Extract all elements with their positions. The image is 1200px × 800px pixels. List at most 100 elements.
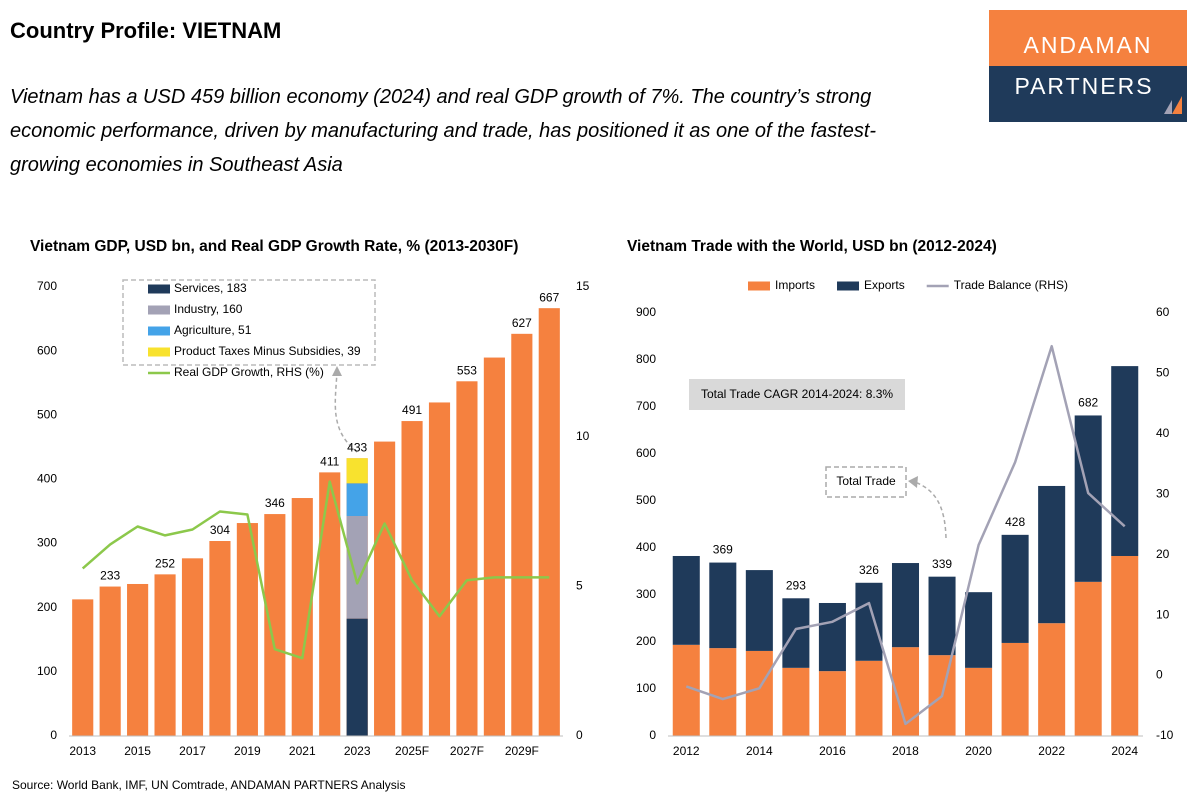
legend-swatch xyxy=(148,284,170,294)
legend-label: Agriculture, 51 xyxy=(174,323,252,337)
logo-mark xyxy=(1172,96,1182,114)
bar xyxy=(346,618,368,736)
bar xyxy=(782,598,810,668)
y-tick-label: 300 xyxy=(37,536,57,550)
bar xyxy=(428,402,451,736)
bar xyxy=(154,574,176,736)
bar xyxy=(511,333,533,736)
y-tick-label: 200 xyxy=(636,634,656,648)
legend-label: Imports xyxy=(775,278,815,292)
y2-tick-label: 0 xyxy=(576,728,583,742)
bar xyxy=(709,648,737,736)
y-tick-label: 600 xyxy=(37,343,57,357)
annotation-box xyxy=(825,466,907,498)
total-label: 293 xyxy=(786,578,806,592)
y2-tick-label: 60 xyxy=(1156,305,1170,319)
y2-tick-label: 50 xyxy=(1156,366,1170,380)
value-label: 346 xyxy=(265,496,285,510)
y-tick-label: 200 xyxy=(37,600,57,614)
x-tick-label: 2012 xyxy=(673,744,700,758)
x-tick-label: 2015 xyxy=(124,744,151,758)
x-tick-label: 2014 xyxy=(746,744,773,758)
y2-tick-label: 5 xyxy=(576,579,583,593)
total-label: 326 xyxy=(859,563,879,577)
bar xyxy=(855,582,883,661)
x-tick-label: 2020 xyxy=(965,744,992,758)
bar xyxy=(1111,555,1139,736)
y2-tick-label: 0 xyxy=(1156,668,1163,682)
annotation-box xyxy=(689,379,905,410)
chart-title: Vietnam Trade with the World, USD bn (20… xyxy=(627,238,997,255)
line xyxy=(81,480,550,660)
chart-title: Vietnam GDP, USD bn, and Real GDP Growth… xyxy=(30,238,518,255)
bar xyxy=(291,498,313,736)
bar xyxy=(319,472,341,736)
annotation: Total Trade CAGR 2014-2024: 8.3% xyxy=(701,387,893,401)
total-label: 369 xyxy=(713,543,733,557)
bar xyxy=(127,583,149,736)
source: Source: World Bank, IMF, UN Comtrade, AN… xyxy=(12,778,405,792)
bar xyxy=(928,576,956,656)
y2-tick-label: 40 xyxy=(1156,426,1170,440)
y-tick-label: 300 xyxy=(636,587,656,601)
bar xyxy=(672,555,700,645)
line xyxy=(685,344,1126,726)
x-tick-label: 2018 xyxy=(892,744,919,758)
y2-tick-label: -10 xyxy=(1156,728,1174,742)
legend-swatch xyxy=(748,281,770,291)
bar xyxy=(1038,485,1066,624)
value-label: 304 xyxy=(210,523,230,537)
legend-swatch xyxy=(148,347,170,357)
bar xyxy=(538,308,560,736)
logo-bottom xyxy=(989,66,1187,122)
bar xyxy=(1001,534,1029,643)
value-label: 411 xyxy=(320,455,339,469)
bar xyxy=(818,671,846,736)
y-tick-label: 600 xyxy=(636,446,656,460)
bar xyxy=(891,563,920,648)
y2-tick-label: 10 xyxy=(1156,607,1170,621)
total-label: 339 xyxy=(932,557,952,571)
y-tick-label: 400 xyxy=(37,472,57,486)
bar xyxy=(965,592,993,668)
legend-label: Industry, 160 xyxy=(174,302,243,316)
bar xyxy=(1074,581,1102,736)
bar xyxy=(1111,366,1139,556)
bar xyxy=(745,570,773,651)
value-label: 252 xyxy=(155,557,175,571)
legend-label: Trade Balance (RHS) xyxy=(954,278,1068,292)
value-label: 233 xyxy=(100,569,120,583)
legend-label: Real GDP Growth, RHS (%) xyxy=(174,365,324,379)
legend-label: Exports xyxy=(864,278,905,292)
bar xyxy=(782,667,810,736)
x-tick-label: 2013 xyxy=(69,744,96,758)
y-tick-label: 700 xyxy=(636,399,656,413)
bar xyxy=(456,381,478,736)
value-label: 553 xyxy=(457,363,477,377)
bar xyxy=(709,562,737,649)
y-tick-label: 100 xyxy=(636,681,656,695)
x-tick-label: 2027F xyxy=(450,744,484,758)
y-tick-label: 0 xyxy=(50,728,57,742)
legend-swatch xyxy=(148,305,170,315)
y-tick-label: 0 xyxy=(649,728,656,742)
y-tick-label: 500 xyxy=(636,493,656,507)
x-tick-label: 2019 xyxy=(234,744,261,758)
legend-swatch xyxy=(837,281,860,291)
bar xyxy=(181,558,204,736)
arrow-head xyxy=(908,476,918,488)
x-tick-label: 2022 xyxy=(1038,744,1065,758)
x-tick-label: 2017 xyxy=(179,744,206,758)
y-tick-label: 500 xyxy=(37,407,57,421)
arrow-head xyxy=(332,366,342,376)
value-label: 667 xyxy=(539,290,559,304)
legend-label: Product Taxes Minus Subsidies, 39 xyxy=(174,344,361,358)
bar xyxy=(745,650,773,736)
bar xyxy=(236,523,258,736)
logo-top xyxy=(989,10,1187,66)
bar xyxy=(209,541,231,736)
bar xyxy=(99,586,121,736)
bar xyxy=(264,514,286,736)
